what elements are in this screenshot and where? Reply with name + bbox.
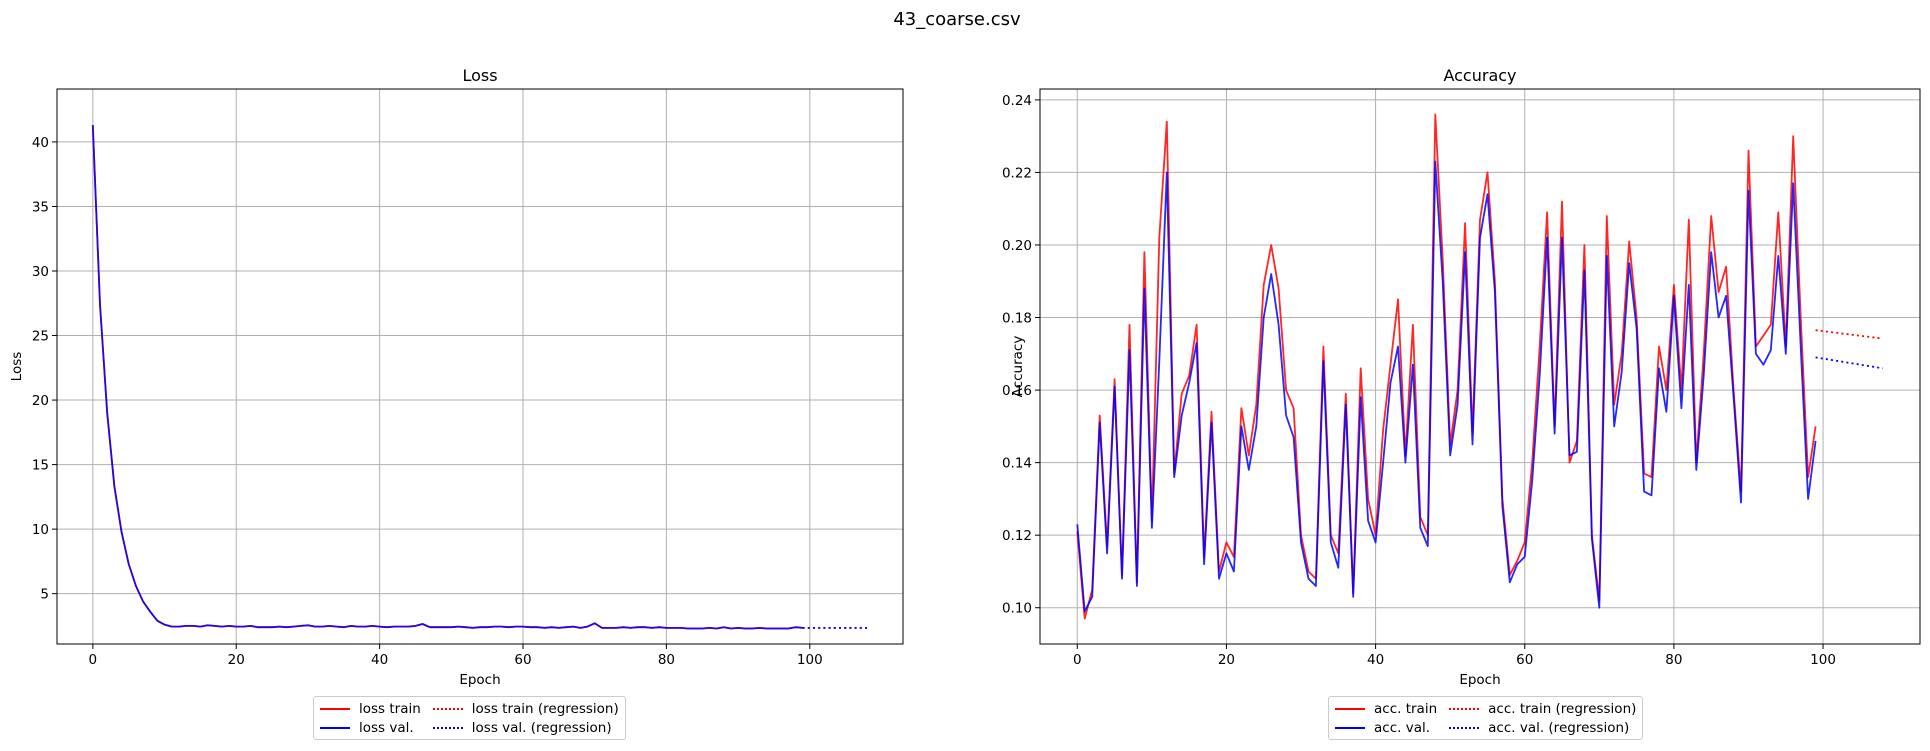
accuracy-xtick-label: 20 (1218, 652, 1235, 668)
accuracy-xtick-label: 60 (1516, 652, 1533, 668)
loss-legend-item: loss val. (320, 720, 421, 736)
accuracy-legend-label: acc. train (regression) (1488, 701, 1637, 717)
loss-ytick-label: 35 (32, 199, 49, 215)
accuracy-xtick-label: 40 (1367, 652, 1384, 668)
accuracy-ylabel: Accuracy (1010, 336, 1026, 398)
accuracy-ytick-label: 0.16 (1002, 383, 1032, 399)
loss-ytick-label: 30 (32, 264, 49, 280)
loss-legend-label: loss train (regression) (471, 701, 619, 717)
loss-xtick-label: 100 (797, 652, 823, 668)
loss-series-loss-val (91, 125, 803, 630)
loss-legend-item: loss train (320, 701, 421, 717)
accuracy-ytick-label: 0.18 (1002, 311, 1032, 327)
loss-xtick-label: 80 (658, 652, 675, 668)
accuracy-ytick-label: 0.24 (1002, 93, 1032, 109)
accuracy-legend-swatch (1449, 708, 1480, 710)
loss-ylabel: Loss (9, 352, 25, 382)
loss-legend-swatch (320, 708, 350, 710)
loss-legend-swatch (320, 727, 350, 729)
loss-xtick-label: 0 (89, 652, 98, 668)
accuracy-ytick-label: 0.12 (1002, 528, 1032, 544)
loss-legend-swatch (432, 708, 463, 710)
figure-title: 43_coarse.csv (893, 9, 1021, 30)
loss-series-loss-train (91, 125, 803, 630)
accuracy-legend: acc. train acc. train (regression) acc. va… (1328, 696, 1644, 740)
loss-legend: loss train loss train (regression) loss va… (313, 696, 626, 740)
accuracy-legend-item: acc. val. (1335, 720, 1437, 736)
accuracy-legend-swatch (1335, 708, 1365, 710)
loss-legend-label: loss train (359, 701, 421, 717)
accuracy-legend-label: acc. val. (1374, 720, 1431, 736)
loss-title: Loss (462, 66, 497, 85)
accuracy-ytick-label: 0.22 (1002, 165, 1032, 181)
loss-xtick-label: 20 (228, 652, 245, 668)
accuracy-ytick-label: 0.14 (1002, 456, 1032, 472)
loss-legend-label: loss val. (359, 720, 414, 736)
loss-legend-swatch (432, 727, 463, 729)
loss-legend-label: loss val. (regression) (471, 720, 612, 736)
loss-ytick-label: 5 (40, 587, 49, 603)
loss-ytick-label: 40 (32, 135, 49, 151)
accuracy-ytick-label: 0.20 (1002, 238, 1032, 254)
accuracy-legend-item: acc. train (1335, 701, 1437, 717)
loss-legend-item: loss train (regression) (432, 701, 619, 717)
accuracy-xtick-label: 100 (1810, 652, 1836, 668)
loss-axes-frame (56, 88, 904, 645)
loss-legend-item: loss val. (regression) (432, 720, 619, 736)
accuracy-legend-label: acc. val. (regression) (1488, 720, 1630, 736)
loss-ytick-label: 25 (32, 329, 49, 345)
accuracy-axes-frame (1039, 88, 1921, 645)
accuracy-series-acc-val (1076, 160, 1817, 613)
loss-chart: 0 20 40 60 80 100 5 10 15 20 25 30 35 40 Loss Epoch Loss (9, 66, 904, 688)
accuracy-ytick-label: 0.10 (1002, 601, 1032, 617)
accuracy-legend-item: acc. val. (regression) (1449, 720, 1636, 736)
accuracy-chart: 0 20 40 60 80 100 0.10 0.12 0.14 0.16 0.18 0.20 0.22… (1002, 66, 1921, 688)
loss-xtick-label: 60 (514, 652, 531, 668)
accuracy-series-acc-val-regression (1815, 356, 1883, 370)
accuracy-series-acc-train-regression (1815, 329, 1883, 340)
accuracy-xtick-label: 0 (1073, 652, 1082, 668)
loss-ytick-label: 15 (32, 458, 49, 474)
accuracy-xtick-label: 80 (1665, 652, 1682, 668)
accuracy-legend-swatch (1449, 727, 1480, 729)
loss-xlabel: Epoch (459, 672, 500, 688)
loss-ytick-label: 20 (32, 393, 49, 409)
loss-ytick-label: 10 (32, 522, 49, 538)
accuracy-title: Accuracy (1443, 66, 1516, 85)
accuracy-legend-label: acc. train (1374, 701, 1438, 717)
accuracy-legend-item: acc. train (regression) (1449, 701, 1636, 717)
accuracy-xlabel: Epoch (1459, 672, 1500, 688)
accuracy-legend-swatch (1335, 727, 1365, 729)
loss-xtick-label: 40 (371, 652, 388, 668)
